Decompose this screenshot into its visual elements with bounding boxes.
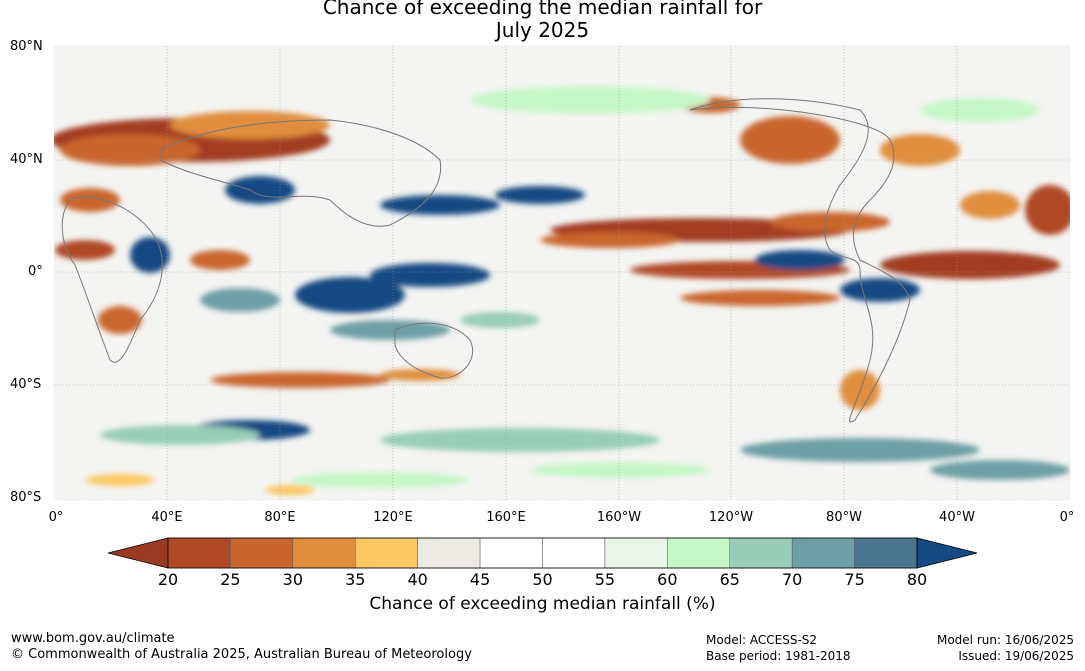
footer-url: www.bom.gov.au/climate [11, 631, 175, 646]
footer-model-run: Model run: 16/06/2025 [936, 633, 1074, 647]
colorbar-high-extension [916, 537, 978, 569]
colorbar-segment [230, 537, 294, 569]
colorbar-tick-label: 80 [906, 570, 928, 589]
lon-label-120w: 120°W [708, 510, 754, 525]
colorbar-segment [355, 537, 418, 569]
lat-label-0: 0° [28, 264, 43, 279]
colorbar-tick-label: 55 [594, 570, 616, 589]
colorbar-tick-label: 75 [844, 570, 865, 589]
chart-title: Chance of exceeding the median rainfall … [0, 0, 1085, 42]
colorbar-frame [167, 537, 918, 569]
lon-label-0-west: 0° [48, 510, 64, 525]
colorbar-segment [604, 537, 668, 569]
colorbar-segment [542, 537, 606, 569]
colorbar-tick-label: 30 [282, 570, 304, 589]
colorbar-tick-label: 45 [469, 570, 491, 589]
lon-label-40w: 40°W [939, 510, 975, 525]
colorbar-tick-label: 25 [220, 570, 241, 589]
colorbar-label: Chance of exceeding median rainfall (%) [369, 594, 716, 614]
lon-label-80w: 80°W [826, 510, 862, 525]
colorbar-tick-label: 70 [781, 570, 803, 589]
lon-label-120e: 120°E [373, 510, 413, 525]
footer-base-period: Base period: 1981-2018 [706, 649, 851, 663]
colorbar-tick-label: 60 [657, 570, 678, 589]
lat-label-40n: 40°N [10, 152, 43, 167]
colorbar-tick-label: 35 [345, 570, 366, 589]
lon-label-80e: 80°E [264, 510, 296, 525]
footer-model-info: Model: ACCESS-S2 Base period: 1981-2018 [706, 632, 851, 664]
footer-copyright: © Commonwealth of Australia 2025, Austra… [11, 647, 472, 662]
title-line-2: July 2025 [495, 18, 590, 42]
lon-label-160e: 160°E [486, 510, 526, 525]
lat-label-40s: 40°S [10, 377, 42, 392]
colorbar-tick-label: 40 [407, 570, 428, 589]
colorbar-low-extension [107, 537, 169, 569]
footer-issued: Issued: 19/06/2025 [958, 649, 1074, 663]
colorbar [107, 537, 978, 569]
footer-dates: Model run: 16/06/2025 Issued: 19/06/2025 [937, 632, 1074, 664]
map-frame [53, 45, 1071, 501]
colorbar-segment [854, 537, 918, 569]
colorbar-tick-label: 50 [532, 570, 553, 589]
colorbar-segment [729, 537, 793, 569]
colorbar-tick-label: 20 [157, 570, 179, 589]
lat-label-80s: 80°S [10, 490, 42, 505]
map-field [54, 46, 1070, 500]
colorbar-segment [167, 537, 231, 569]
colorbar-segment [479, 537, 543, 569]
title-line-1: Chance of exceeding the median rainfall … [322, 0, 763, 19]
footer-model: Model: ACCESS-S2 [706, 633, 818, 647]
colorbar-segment [292, 537, 356, 569]
lon-label-40e: 40°E [151, 510, 183, 525]
lon-label-0-east: 0° [1059, 510, 1075, 525]
lat-label-80n: 80°N [10, 39, 43, 54]
graticule [54, 46, 1070, 500]
colorbar-segment [417, 537, 481, 569]
lon-label-160w: 160°W [596, 510, 642, 525]
colorbar-segment [667, 537, 730, 569]
colorbar-tick-label: 65 [719, 570, 740, 589]
coastlines [61, 98, 911, 423]
footer-left: www.bom.gov.au/climate © Commonwealth of… [11, 631, 472, 663]
anomaly-blobs [54, 86, 1070, 495]
colorbar-segment [791, 537, 855, 569]
